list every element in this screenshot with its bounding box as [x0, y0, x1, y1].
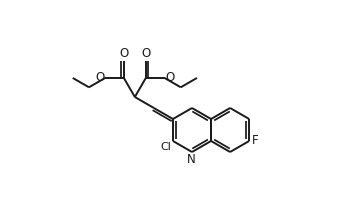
- Text: Cl: Cl: [160, 142, 171, 152]
- Text: O: O: [95, 71, 104, 85]
- Text: F: F: [252, 134, 259, 148]
- Text: O: O: [119, 48, 129, 60]
- Text: O: O: [141, 48, 150, 60]
- Text: N: N: [187, 153, 195, 166]
- Text: O: O: [165, 71, 175, 85]
